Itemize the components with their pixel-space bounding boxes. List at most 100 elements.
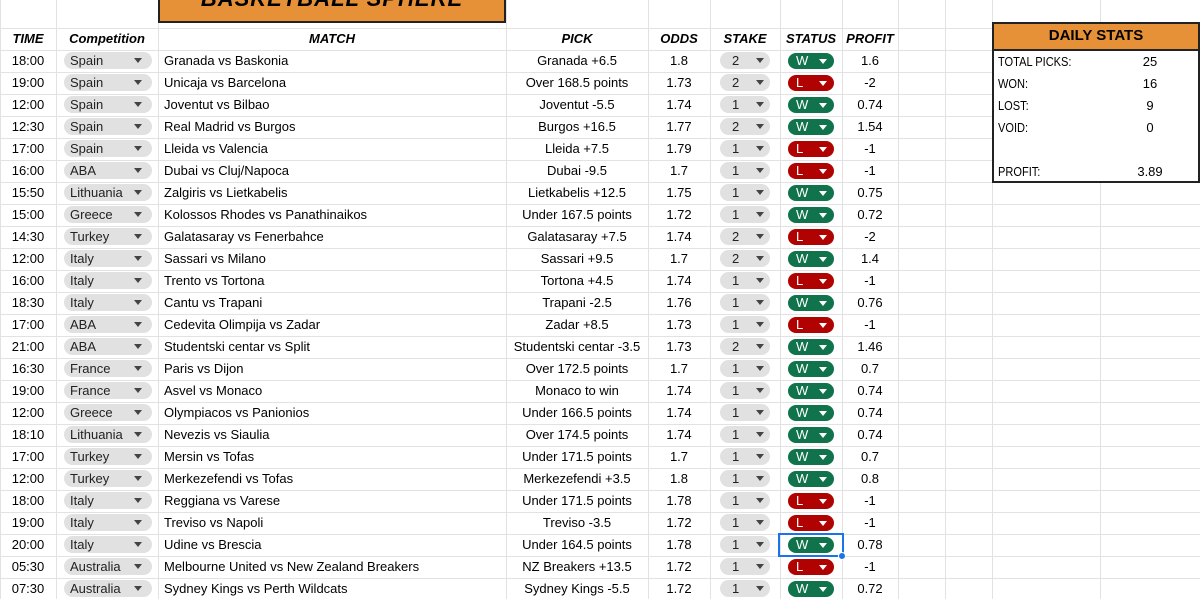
- stake-dropdown[interactable]: 1: [720, 140, 770, 157]
- status-dropdown[interactable]: W: [788, 427, 834, 443]
- status-dropdown[interactable]: W: [788, 581, 834, 597]
- status-dropdown[interactable]: W: [788, 295, 834, 311]
- grid-line: [0, 138, 1200, 139]
- status-dropdown[interactable]: L: [788, 163, 834, 179]
- stake-dropdown[interactable]: 1: [720, 184, 770, 201]
- stake-text: 1: [732, 559, 740, 574]
- competition-dropdown[interactable]: Greece: [64, 206, 152, 223]
- competition-dropdown[interactable]: Italy: [64, 250, 152, 267]
- competition-dropdown[interactable]: Lithuania: [64, 426, 152, 443]
- status-dropdown[interactable]: W: [788, 119, 834, 135]
- column-header: STAKE: [723, 31, 767, 46]
- competition-dropdown[interactable]: ABA: [64, 316, 152, 333]
- dropdown-arrow: [819, 213, 827, 218]
- status-dropdown[interactable]: W: [788, 537, 834, 553]
- odds-cell: 1.78: [666, 537, 692, 552]
- competition-dropdown[interactable]: Italy: [64, 272, 152, 289]
- competition-dropdown[interactable]: Italy: [64, 536, 152, 553]
- competition-text: Spain: [70, 119, 104, 134]
- stake-dropdown[interactable]: 1: [720, 580, 770, 597]
- status-dropdown[interactable]: L: [788, 141, 834, 157]
- stake-dropdown[interactable]: 1: [720, 470, 770, 487]
- status-dropdown[interactable]: L: [788, 229, 834, 245]
- dropdown-arrow: [756, 102, 764, 107]
- dropdown-arrow: [756, 58, 764, 63]
- status-dropdown[interactable]: W: [788, 405, 834, 421]
- status-dropdown[interactable]: L: [788, 75, 834, 91]
- stake-dropdown[interactable]: 1: [720, 426, 770, 443]
- status-dropdown[interactable]: W: [788, 361, 834, 377]
- status-dropdown[interactable]: W: [788, 383, 834, 399]
- stake-dropdown[interactable]: 1: [720, 448, 770, 465]
- status-dropdown[interactable]: W: [788, 207, 834, 223]
- competition-dropdown[interactable]: ABA: [64, 162, 152, 179]
- competition-dropdown[interactable]: Spain: [64, 52, 152, 69]
- status-dropdown[interactable]: W: [788, 449, 834, 465]
- stake-dropdown[interactable]: 1: [720, 514, 770, 531]
- grid-line: [780, 0, 781, 599]
- time-cell: 18:10: [11, 427, 45, 442]
- stake-dropdown[interactable]: 1: [720, 272, 770, 289]
- status-dropdown[interactable]: W: [788, 339, 834, 355]
- competition-dropdown[interactable]: Spain: [64, 118, 152, 135]
- odds-cell: 1.7: [669, 163, 689, 178]
- stake-dropdown[interactable]: 1: [720, 206, 770, 223]
- status-dropdown[interactable]: L: [788, 559, 834, 575]
- competition-dropdown[interactable]: Italy: [64, 492, 152, 509]
- odds-cell: 1.74: [666, 383, 692, 398]
- status-dropdown[interactable]: W: [788, 471, 834, 487]
- competition-dropdown[interactable]: Italy: [64, 514, 152, 531]
- stake-dropdown[interactable]: 2: [720, 228, 770, 245]
- status-dropdown[interactable]: W: [788, 97, 834, 113]
- stake-dropdown[interactable]: 1: [720, 382, 770, 399]
- time-cell: 18:30: [11, 295, 45, 310]
- status-dropdown[interactable]: L: [788, 493, 834, 509]
- stake-dropdown[interactable]: 2: [720, 74, 770, 91]
- competition-dropdown[interactable]: ABA: [64, 338, 152, 355]
- dropdown-arrow: [756, 432, 764, 437]
- competition-dropdown[interactable]: Australia: [64, 580, 152, 597]
- dropdown-arrow: [756, 498, 764, 503]
- stake-dropdown[interactable]: 1: [720, 316, 770, 333]
- competition-dropdown[interactable]: Spain: [64, 96, 152, 113]
- dropdown-arrow: [134, 344, 142, 349]
- status-dropdown[interactable]: W: [788, 53, 834, 69]
- status-dropdown[interactable]: L: [788, 317, 834, 333]
- status-dropdown[interactable]: L: [788, 515, 834, 531]
- match-cell: Joventut vs Bilbao: [164, 97, 270, 112]
- competition-dropdown[interactable]: Lithuania: [64, 184, 152, 201]
- competition-dropdown[interactable]: Turkey: [64, 470, 152, 487]
- match-cell: Zalgiris vs Lietkabelis: [164, 185, 288, 200]
- stake-dropdown[interactable]: 1: [720, 360, 770, 377]
- competition-text: ABA: [70, 339, 97, 354]
- competition-dropdown[interactable]: Spain: [64, 74, 152, 91]
- stake-dropdown[interactable]: 1: [720, 294, 770, 311]
- competition-dropdown[interactable]: France: [64, 360, 152, 377]
- competition-dropdown[interactable]: Greece: [64, 404, 152, 421]
- stake-dropdown[interactable]: 1: [720, 404, 770, 421]
- competition-dropdown[interactable]: Turkey: [64, 228, 152, 245]
- status-dropdown[interactable]: W: [788, 251, 834, 267]
- competition-dropdown[interactable]: France: [64, 382, 152, 399]
- status-dropdown[interactable]: W: [788, 185, 834, 201]
- table-row: 05:30 Australia Melbourne United vs New Ze…: [0, 556, 898, 578]
- competition-text: Italy: [70, 295, 94, 310]
- competition-dropdown[interactable]: Australia: [64, 558, 152, 575]
- stake-dropdown[interactable]: 2: [720, 338, 770, 355]
- status-dropdown[interactable]: L: [788, 273, 834, 289]
- profit-cell: -2: [864, 229, 876, 244]
- stake-dropdown[interactable]: 1: [720, 536, 770, 553]
- stake-dropdown[interactable]: 1: [720, 492, 770, 509]
- competition-dropdown[interactable]: Spain: [64, 140, 152, 157]
- match-cell: Olympiacos vs Panionios: [164, 405, 310, 420]
- stake-dropdown[interactable]: 1: [720, 162, 770, 179]
- stake-dropdown[interactable]: 1: [720, 96, 770, 113]
- competition-dropdown[interactable]: Turkey: [64, 448, 152, 465]
- stake-dropdown[interactable]: 2: [720, 118, 770, 135]
- stake-dropdown[interactable]: 2: [720, 250, 770, 267]
- stake-dropdown[interactable]: 2: [720, 52, 770, 69]
- stake-dropdown[interactable]: 1: [720, 558, 770, 575]
- pick-cell: Trapani -2.5: [542, 295, 612, 310]
- grid-line: [842, 0, 843, 599]
- competition-dropdown[interactable]: Italy: [64, 294, 152, 311]
